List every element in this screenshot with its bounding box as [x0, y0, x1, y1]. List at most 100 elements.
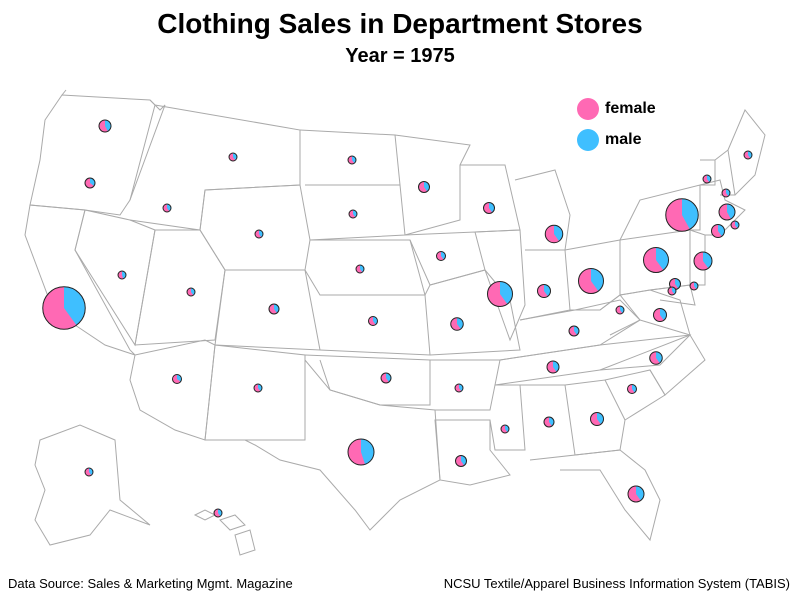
pie-ca-male — [64, 286, 86, 326]
pie-me-outline — [743, 150, 753, 160]
chart-subtitle: Year = 1975 — [345, 45, 455, 67]
pie-fl-outline — [627, 485, 645, 503]
pie-sd — [348, 209, 358, 219]
pie-ia — [436, 251, 446, 261]
pie-ma-outline — [718, 203, 736, 221]
pie-tx — [347, 438, 375, 466]
pie-de-outline — [689, 281, 699, 291]
pie-nv-male — [122, 271, 127, 279]
pie-wy — [254, 229, 264, 239]
pie-sc — [627, 384, 637, 394]
pie-fl-male — [636, 486, 644, 501]
pie-al-outline — [543, 416, 555, 428]
pie-la — [455, 455, 467, 467]
pie-ok-outline — [380, 372, 392, 384]
pie-nj — [693, 251, 713, 271]
pie-ri-outline — [730, 220, 740, 230]
pie-in — [537, 284, 551, 298]
pie-oh — [578, 268, 604, 294]
pie-vt — [702, 174, 712, 184]
pie-mi-male — [554, 225, 563, 242]
pie-mt — [228, 152, 238, 162]
pie-hi — [213, 508, 223, 518]
pie-sd-outline — [348, 209, 358, 219]
pie-nd — [347, 155, 357, 165]
pie-ar-outline — [454, 383, 464, 393]
pie-ca-outline — [42, 286, 86, 330]
pie-or-outline — [84, 177, 96, 189]
pie-nh — [721, 188, 731, 198]
pie-ut-outline — [186, 287, 196, 297]
pie-al — [543, 416, 555, 428]
pie-va — [653, 308, 667, 322]
pie-id — [162, 203, 172, 213]
pie-ks — [368, 316, 378, 326]
pie-ia-outline — [436, 251, 446, 261]
pie-sc-male — [632, 384, 637, 393]
pie-or — [84, 177, 96, 189]
state-borders — [24, 89, 766, 556]
pie-nd-outline — [347, 155, 357, 165]
legend-female-swatch — [577, 98, 599, 120]
pie-dc-outline — [667, 286, 677, 296]
pie-ms-outline — [500, 424, 510, 434]
pie-wi-outline — [483, 202, 495, 214]
pie-nj-male — [703, 252, 712, 269]
pie-ca — [42, 286, 86, 330]
pie-az-outline — [172, 374, 182, 384]
pie-ny-male — [682, 198, 699, 230]
pie-id-outline — [162, 203, 172, 213]
state-pies — [42, 119, 753, 518]
pie-ma-male — [727, 204, 735, 220]
pie-ct-outline — [711, 224, 725, 238]
data-credit: NCSU Textile/Apparel Business Informatio… — [443, 576, 790, 591]
pie-la-outline — [455, 455, 467, 467]
pie-ok — [380, 372, 392, 384]
pie-ms — [500, 424, 510, 434]
pie-wa-outline — [98, 119, 112, 133]
pie-in-outline — [537, 284, 551, 298]
pie-nm-outline — [253, 383, 263, 393]
pie-ky-outline — [568, 325, 580, 337]
pie-ga-outline — [590, 412, 604, 426]
legend-female: female — [577, 98, 656, 120]
legend-female-label: female — [605, 100, 656, 117]
pie-mt-outline — [228, 152, 238, 162]
pie-nj-outline — [693, 251, 713, 271]
pie-oh-outline — [578, 268, 604, 294]
pie-nv-outline — [117, 270, 127, 280]
pie-sc-outline — [627, 384, 637, 394]
pie-il-outline — [487, 281, 513, 307]
pie-mn — [418, 181, 430, 193]
pie-il-male — [500, 281, 513, 305]
pie-mo — [450, 317, 464, 331]
chart-title: Clothing Sales in Department Stores — [157, 8, 643, 39]
pie-nc-outline — [649, 351, 663, 365]
pie-ak — [84, 467, 94, 477]
pie-nm — [253, 383, 263, 393]
pie-co — [268, 303, 280, 315]
pie-ma — [718, 203, 736, 221]
pie-dc — [667, 286, 677, 296]
pie-ia-male — [441, 251, 446, 260]
pie-ne-outline — [355, 264, 365, 274]
pie-de — [689, 281, 699, 291]
pie-ky — [568, 325, 580, 337]
pie-pa-male — [656, 247, 669, 271]
pie-tx-outline — [347, 438, 375, 466]
pie-il — [487, 281, 513, 307]
pie-mi — [544, 224, 564, 244]
pie-hi-outline — [213, 508, 223, 518]
pie-az — [172, 374, 182, 384]
pie-ks-male — [373, 316, 378, 325]
pie-fl — [627, 485, 645, 503]
pie-tn — [546, 360, 560, 374]
pie-ks-outline — [368, 316, 378, 326]
pie-ar — [454, 383, 464, 393]
pie-ak-outline — [84, 467, 94, 477]
pie-tn-outline — [546, 360, 560, 374]
pie-pa — [643, 247, 669, 273]
pie-wy-outline — [254, 229, 264, 239]
data-source: Data Source: Sales & Marketing Mgmt. Mag… — [8, 576, 293, 591]
pie-wv — [615, 305, 625, 315]
